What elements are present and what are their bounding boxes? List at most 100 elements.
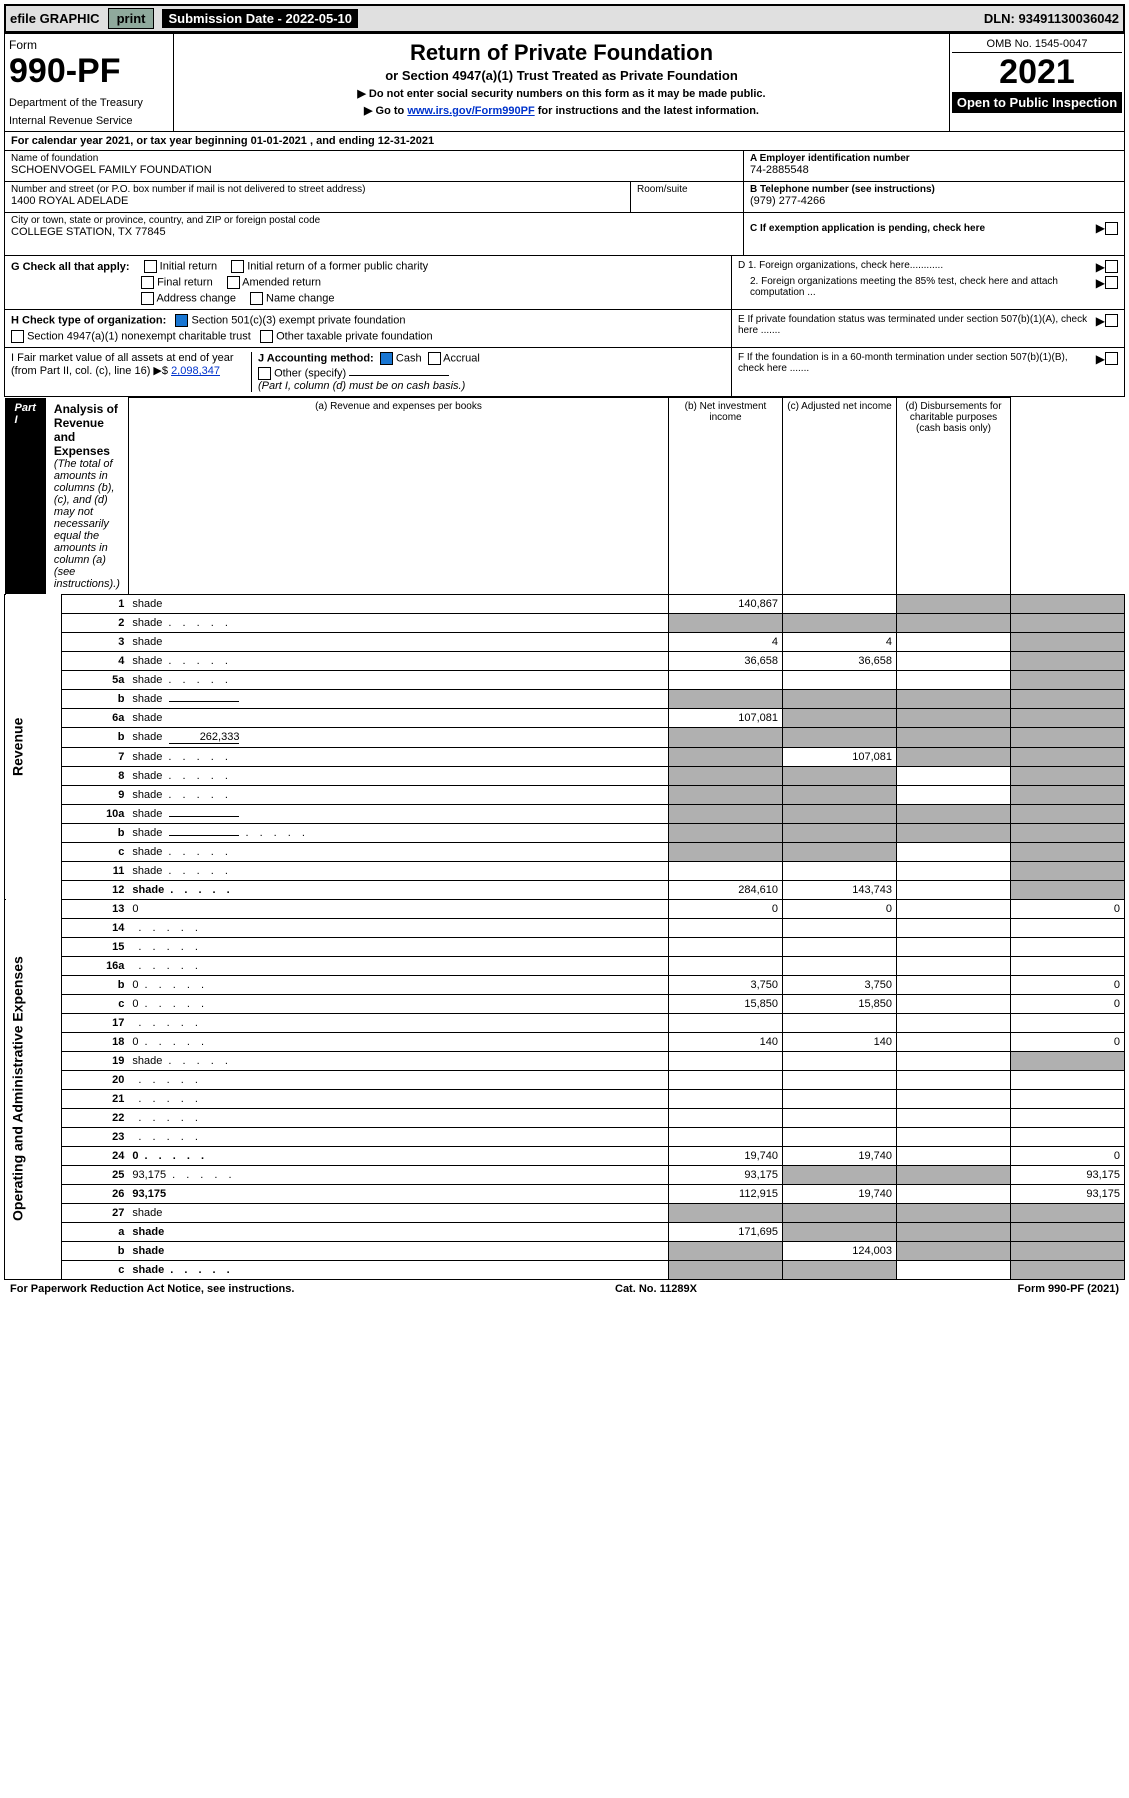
f-checkbox[interactable] [1105,352,1118,365]
table-row: ashade171,695 [5,1222,1125,1241]
j-cash-checkbox[interactable] [380,352,393,365]
table-row: 14. . . . . [5,918,1125,937]
table-row: 11shade. . . . . [5,861,1125,880]
table-cell [1011,1108,1125,1127]
table-cell [783,1260,897,1279]
table-cell [1011,918,1125,937]
e-checkbox[interactable] [1105,314,1118,327]
print-button[interactable]: print [108,8,155,29]
row-description: shade. . . . . [128,861,668,880]
g-name-checkbox[interactable] [250,292,263,305]
table-cell [897,1184,1011,1203]
table-cell [897,708,1011,727]
table-cell [897,1070,1011,1089]
table-cell [669,689,783,708]
table-cell [897,766,1011,785]
table-cell [1011,766,1125,785]
d2-checkbox[interactable] [1105,276,1118,289]
table-cell [783,613,897,632]
table-cell [1011,708,1125,727]
h-4947-checkbox[interactable] [11,330,24,343]
g-initial-public-checkbox[interactable] [231,260,244,273]
table-cell [1011,937,1125,956]
h-501c3-checkbox[interactable] [175,314,188,327]
table-cell [897,1127,1011,1146]
table-cell [1011,1222,1125,1241]
table-cell: 140 [783,1032,897,1051]
table-cell [783,1013,897,1032]
d1-checkbox[interactable] [1105,260,1118,273]
table-cell [783,689,897,708]
foundation-addr: 1400 ROYAL ADELADE [11,195,624,207]
j-accrual-checkbox[interactable] [428,352,441,365]
table-cell: 0 [1011,975,1125,994]
table-cell [669,1013,783,1032]
table-cell [669,1203,783,1222]
h-other-checkbox[interactable] [260,330,273,343]
d1-label: D 1. Foreign organizations, check here..… [738,260,1096,274]
table-cell [1011,1203,1125,1222]
h-label: H Check type of organization: [11,314,166,326]
table-cell: 4 [669,632,783,651]
d2-label: 2. Foreign organizations meeting the 85%… [738,276,1096,298]
foundation-name: SCHOENVOGEL FAMILY FOUNDATION [11,164,737,176]
table-cell [897,804,1011,823]
row-description: . . . . . [128,1127,668,1146]
instr-1: ▶ Do not enter social security numbers o… [178,87,945,100]
table-cell [783,1127,897,1146]
footer-mid: Cat. No. 11289X [615,1283,697,1295]
row-number: 13 [61,899,128,918]
c-checkbox[interactable] [1105,222,1118,235]
row-number: b [61,727,128,747]
row-number: 14 [61,918,128,937]
g-amended-checkbox[interactable] [227,276,240,289]
table-cell [783,861,897,880]
table-row: 2shade. . . . . [5,613,1125,632]
table-cell [1011,785,1125,804]
table-row: bshade124,003 [5,1241,1125,1260]
g-final-checkbox[interactable] [141,276,154,289]
g-label: G Check all that apply: [11,261,130,273]
form-subtitle: or Section 4947(a)(1) Trust Treated as P… [178,68,945,83]
irs-link[interactable]: www.irs.gov/Form990PF [407,105,534,117]
g-address-checkbox[interactable] [141,292,154,305]
table-cell [1011,727,1125,747]
row-number: a [61,1222,128,1241]
row-description: shade [128,594,668,613]
g-initial-checkbox[interactable] [144,260,157,273]
form-number: 990-PF [9,52,169,91]
row-number: 9 [61,785,128,804]
table-cell [669,670,783,689]
ein-label: A Employer identification number [750,153,1118,164]
table-cell [669,861,783,880]
j-other-checkbox[interactable] [258,367,271,380]
table-row: 9shade. . . . . [5,785,1125,804]
table-cell [897,1241,1011,1260]
row-description: shade. . . . . [128,1260,668,1279]
table-cell [669,1127,783,1146]
dln-label: DLN: 93491130036042 [984,11,1119,26]
row-number: 24 [61,1146,128,1165]
row-description: shade. . . . . [128,747,668,766]
row-number: 3 [61,632,128,651]
table-cell [897,689,1011,708]
table-cell [783,956,897,975]
i-value[interactable]: 2,098,347 [171,365,220,377]
table-row: 6ashade107,081 [5,708,1125,727]
table-row: 8shade. . . . . [5,766,1125,785]
table-cell: 143,743 [783,880,897,899]
table-cell [669,937,783,956]
table-cell: 15,850 [669,994,783,1013]
addr-label: Number and street (or P.O. box number if… [11,184,624,195]
phone: (979) 277-4266 [750,195,1118,207]
table-row: cshade. . . . . [5,1260,1125,1279]
section-g-d: G Check all that apply: Initial return I… [4,256,1125,310]
table-cell: 124,003 [783,1241,897,1260]
j-label: J Accounting method: [258,352,374,364]
row-description: shade [128,689,668,708]
row-number: 5a [61,670,128,689]
table-cell: 93,175 [1011,1165,1125,1184]
part1-wrapper: Part I Analysis of Revenue and Expenses … [4,397,1125,1280]
header-mid: Return of Private Foundation or Section … [174,34,949,131]
table-row: 23. . . . . [5,1127,1125,1146]
